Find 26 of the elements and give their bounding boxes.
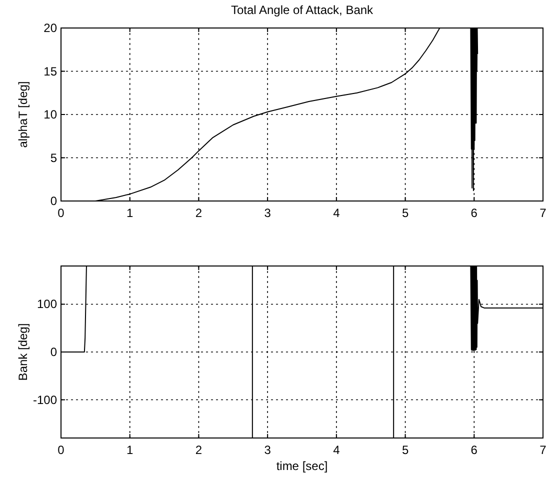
x-tick-label: 2 (195, 443, 202, 457)
y-tick-label: 5 (50, 150, 58, 165)
x-tick-label: 2 (195, 206, 202, 220)
x-tick-label: 7 (540, 206, 547, 220)
y-tick-label: 15 (44, 64, 58, 78)
chart-title: Total Angle of Attack, Bank (230, 3, 374, 17)
x-tick-label: 5 (402, 206, 409, 220)
y-tick-label: 20 (44, 21, 58, 35)
x-tick-label: 3 (264, 443, 272, 457)
x-tick-label: 4 (333, 443, 340, 457)
x-tick-label: 5 (402, 443, 409, 457)
y-tick-label: -100 (32, 392, 58, 407)
x-tick-label: 6 (470, 206, 478, 220)
x-tick-label: 1 (126, 206, 134, 220)
y-tick-label: 0 (50, 345, 58, 359)
x-tick-label: 7 (540, 443, 547, 457)
y-axis-title: alphaT [deg] (16, 81, 30, 148)
x-tick-label: 3 (264, 206, 272, 220)
x-tick-label: 6 (470, 443, 478, 457)
x-tick-label: 1 (126, 443, 134, 457)
y-tick-label: 100 (36, 297, 58, 312)
y-axis-title: Bank [deg] (16, 323, 30, 381)
y-tick-label: 0 (50, 194, 58, 208)
x-tick-label: 4 (333, 206, 340, 220)
y-tick-label: 10 (44, 108, 58, 122)
x-axis-title: time [sec] (276, 459, 328, 473)
